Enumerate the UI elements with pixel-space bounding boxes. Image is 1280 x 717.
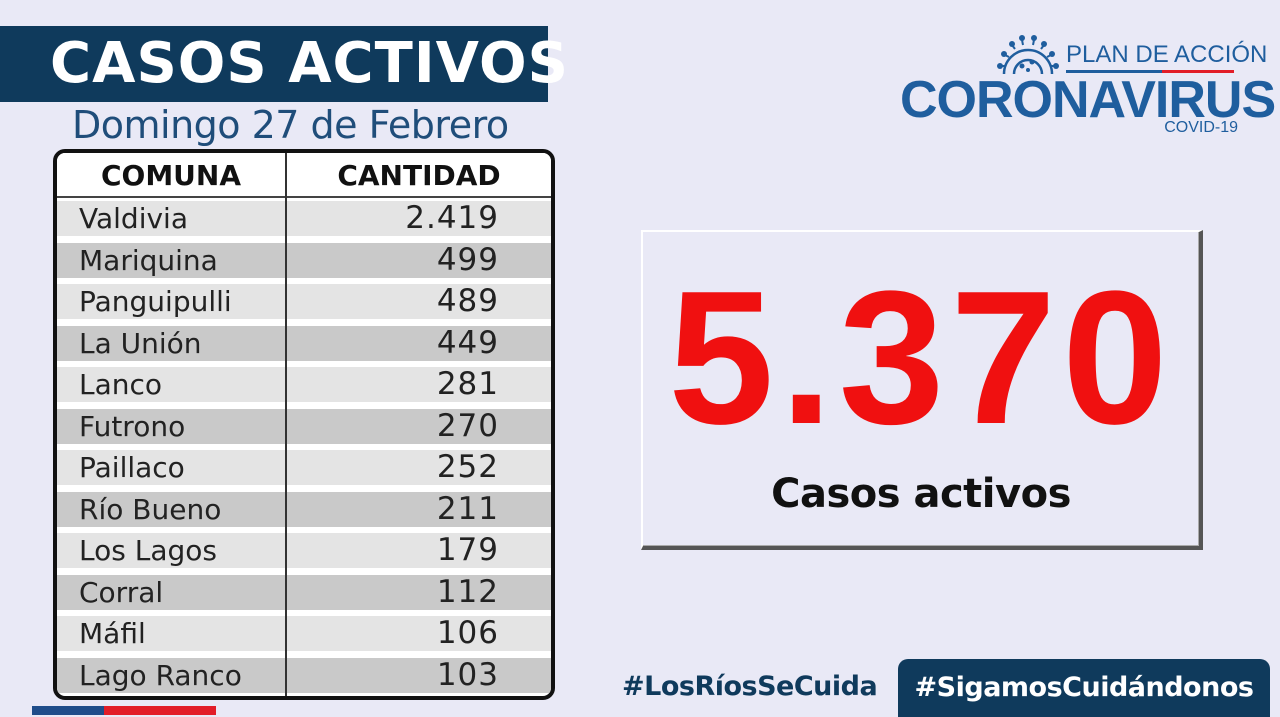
table-row: Valdivia 2.419	[57, 198, 551, 240]
title-banner	[0, 26, 548, 102]
table-row: Lanco 281	[57, 364, 551, 406]
logo-covid-text: COVID-19	[1164, 119, 1238, 136]
page-title: CASOS ACTIVOS	[50, 31, 569, 96]
comuna-cell: Futrono	[79, 409, 186, 443]
bottom-stripe-blue	[32, 706, 104, 715]
comuna-cell: Corral	[79, 575, 164, 609]
total-cases-card: 5.370 Casos activos	[641, 230, 1203, 550]
hashtag-banner: #SigamosCuidándonos	[898, 659, 1270, 717]
cantidad-cell: 2.419	[405, 200, 499, 236]
cantidad-cell: 449	[436, 324, 499, 361]
table-row: Río Bueno 211	[57, 489, 551, 531]
total-cases-number: 5.370	[668, 252, 1174, 464]
logo-coronavirus-text: CORONAVIRUS	[900, 71, 1276, 129]
table-row: Panguipulli 489	[57, 281, 551, 323]
cantidad-cell: 281	[436, 366, 499, 402]
virus-icon	[997, 35, 1059, 75]
total-cases-label: Casos activos	[771, 471, 1071, 517]
cantidad-cell: 112	[436, 573, 499, 610]
cantidad-cell: 252	[436, 449, 499, 485]
cantidad-cell: 211	[436, 490, 499, 527]
column-header-comuna: COMUNA	[100, 159, 242, 192]
cantidad-cell: 179	[436, 532, 499, 568]
plan-coronavirus-logo: PLAN DE ACCIÓN CORONAVIRUS COVID-19	[900, 30, 1276, 140]
logo-plan-text: PLAN DE ACCIÓN	[1066, 41, 1268, 68]
comuna-cell: Mariquina	[79, 243, 218, 277]
comuna-cell: Los Lagos	[79, 534, 217, 567]
comuna-cell: Panguipulli	[79, 285, 232, 318]
table-row: Mariquina 499	[57, 240, 551, 282]
comuna-cell: Paillaco	[79, 451, 185, 484]
cantidad-cell: 103	[436, 656, 499, 693]
hashtag-sigamos: #SigamosCuidándonos	[914, 672, 1254, 703]
table-row: Paillaco 252	[57, 447, 551, 489]
column-divider	[285, 153, 287, 696]
bottom-stripe-red	[104, 706, 216, 715]
comuna-cell: La Unión	[79, 326, 202, 360]
table-row: Máfil 106	[57, 613, 551, 655]
comuna-cell: Lanco	[79, 368, 163, 401]
table-row: Los Lagos 179	[57, 530, 551, 572]
table-row: Futrono 270	[57, 406, 551, 448]
comuna-cell: Lago Ranco	[79, 658, 242, 692]
cantidad-cell: 270	[436, 407, 499, 444]
page-subtitle-date: Domingo 27 de Febrero	[72, 103, 509, 147]
comuna-cell: Máfil	[79, 617, 146, 650]
cantidad-cell: 499	[436, 241, 499, 278]
cases-table: COMUNA CANTIDAD Valdivia 2.419 Mariquina…	[53, 149, 555, 700]
table-row: Corral 112	[57, 572, 551, 614]
table-row: La Unión 449	[57, 323, 551, 365]
table-body: Valdivia 2.419 Mariquina 499 Panguipulli…	[57, 198, 551, 696]
logo-underline-red	[1162, 70, 1234, 73]
logo-underline-blue	[1066, 70, 1162, 73]
comuna-cell: Valdivia	[79, 202, 188, 235]
cantidad-cell: 489	[436, 283, 499, 319]
cantidad-cell: 106	[436, 615, 499, 651]
table-header: COMUNA CANTIDAD	[57, 153, 551, 198]
hashtag-los-rios: #LosRíosSeCuida	[622, 671, 878, 702]
comuna-cell: Río Bueno	[79, 492, 222, 526]
column-header-cantidad: CANTIDAD	[337, 159, 501, 192]
table-row: Lago Ranco 103	[57, 655, 551, 697]
